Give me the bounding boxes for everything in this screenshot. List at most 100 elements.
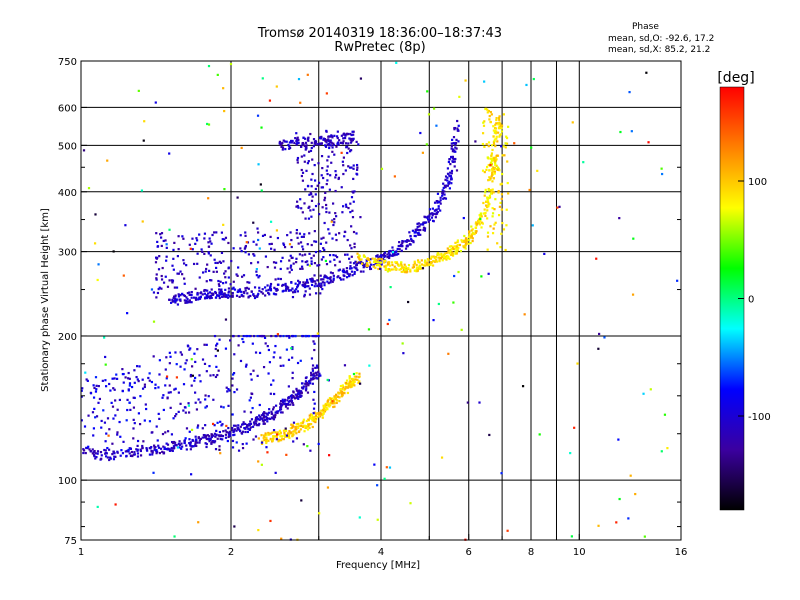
data-point bbox=[224, 436, 228, 439]
data-point bbox=[207, 64, 211, 68]
data-point bbox=[385, 466, 388, 469]
data-point bbox=[175, 413, 178, 416]
data-point bbox=[395, 61, 398, 64]
data-point bbox=[106, 417, 110, 420]
data-point bbox=[351, 216, 355, 219]
data-point bbox=[281, 290, 284, 293]
data-point bbox=[366, 262, 369, 265]
data-point bbox=[188, 301, 191, 304]
data-point bbox=[479, 217, 482, 221]
data-point bbox=[297, 206, 300, 209]
data-point bbox=[246, 292, 249, 295]
chart-title: Tromsø 20140319 18:36:00–18:37:43 bbox=[257, 26, 503, 41]
data-point bbox=[426, 90, 429, 93]
data-point bbox=[453, 160, 456, 163]
data-point bbox=[352, 133, 355, 136]
data-point bbox=[373, 257, 377, 260]
phase-stats-o: mean, sd,O: -92.6, 17.2 bbox=[608, 34, 715, 44]
data-point bbox=[198, 297, 202, 300]
data-point bbox=[275, 438, 278, 441]
data-point bbox=[302, 235, 305, 238]
data-point bbox=[487, 187, 490, 191]
data-point bbox=[423, 229, 427, 232]
data-point bbox=[122, 372, 125, 376]
data-point bbox=[225, 386, 228, 389]
data-point bbox=[413, 234, 416, 237]
data-point bbox=[494, 159, 497, 162]
data-point bbox=[305, 387, 308, 390]
chart-subtitle: RwPretec (8p) bbox=[334, 40, 426, 55]
x-axis-label: Frequency [MHz] bbox=[336, 560, 420, 571]
data-point bbox=[556, 206, 559, 209]
data-point bbox=[328, 254, 332, 257]
data-point bbox=[342, 268, 345, 271]
data-point bbox=[296, 390, 300, 393]
data-point bbox=[174, 294, 177, 297]
data-point bbox=[151, 431, 154, 434]
data-point bbox=[485, 168, 488, 171]
data-point bbox=[404, 270, 407, 273]
x-tick-label: 6 bbox=[466, 547, 472, 558]
data-point bbox=[357, 261, 361, 264]
data-point bbox=[247, 296, 250, 299]
data-point bbox=[450, 155, 453, 159]
data-point bbox=[312, 340, 315, 343]
data-point bbox=[215, 231, 218, 234]
data-point bbox=[375, 259, 378, 262]
data-point bbox=[319, 374, 322, 377]
data-point bbox=[322, 138, 325, 141]
data-point bbox=[402, 270, 405, 273]
data-point bbox=[468, 239, 471, 242]
data-point bbox=[415, 263, 418, 267]
data-point bbox=[281, 398, 284, 401]
data-point bbox=[212, 293, 215, 296]
data-point bbox=[320, 409, 323, 412]
data-point bbox=[237, 449, 241, 452]
data-point bbox=[437, 200, 440, 204]
data-point bbox=[333, 402, 336, 405]
data-point bbox=[232, 433, 235, 437]
data-point bbox=[441, 189, 444, 192]
data-point bbox=[617, 438, 620, 441]
data-point bbox=[242, 423, 245, 426]
data-point bbox=[376, 518, 379, 521]
data-point bbox=[213, 258, 216, 261]
data-point bbox=[207, 437, 210, 441]
data-point bbox=[479, 212, 482, 215]
data-point bbox=[314, 240, 318, 243]
data-point bbox=[269, 284, 272, 287]
data-point bbox=[358, 382, 362, 385]
data-point bbox=[288, 336, 291, 339]
data-point bbox=[257, 460, 260, 463]
data-point bbox=[165, 246, 168, 249]
data-point bbox=[349, 385, 353, 388]
data-point bbox=[388, 268, 391, 271]
data-point bbox=[190, 365, 194, 368]
data-point bbox=[257, 163, 260, 166]
data-point bbox=[304, 188, 307, 191]
data-point bbox=[154, 261, 158, 264]
data-point bbox=[340, 186, 343, 189]
data-point bbox=[161, 266, 164, 270]
data-point bbox=[103, 448, 106, 452]
data-point bbox=[348, 257, 351, 260]
data-point bbox=[192, 262, 196, 266]
data-point bbox=[435, 124, 438, 127]
data-point bbox=[324, 402, 327, 406]
data-point bbox=[491, 167, 494, 171]
data-point bbox=[345, 270, 349, 273]
data-point bbox=[189, 443, 192, 446]
data-point bbox=[494, 156, 497, 159]
data-point bbox=[92, 384, 95, 387]
data-point bbox=[118, 420, 121, 424]
data-point bbox=[452, 157, 455, 161]
data-point bbox=[313, 415, 316, 419]
data-point bbox=[223, 272, 226, 275]
data-point bbox=[362, 270, 365, 273]
data-point bbox=[250, 378, 253, 381]
data-point bbox=[143, 385, 146, 389]
data-point bbox=[212, 374, 215, 377]
data-point bbox=[294, 428, 297, 431]
data-point bbox=[288, 289, 291, 292]
